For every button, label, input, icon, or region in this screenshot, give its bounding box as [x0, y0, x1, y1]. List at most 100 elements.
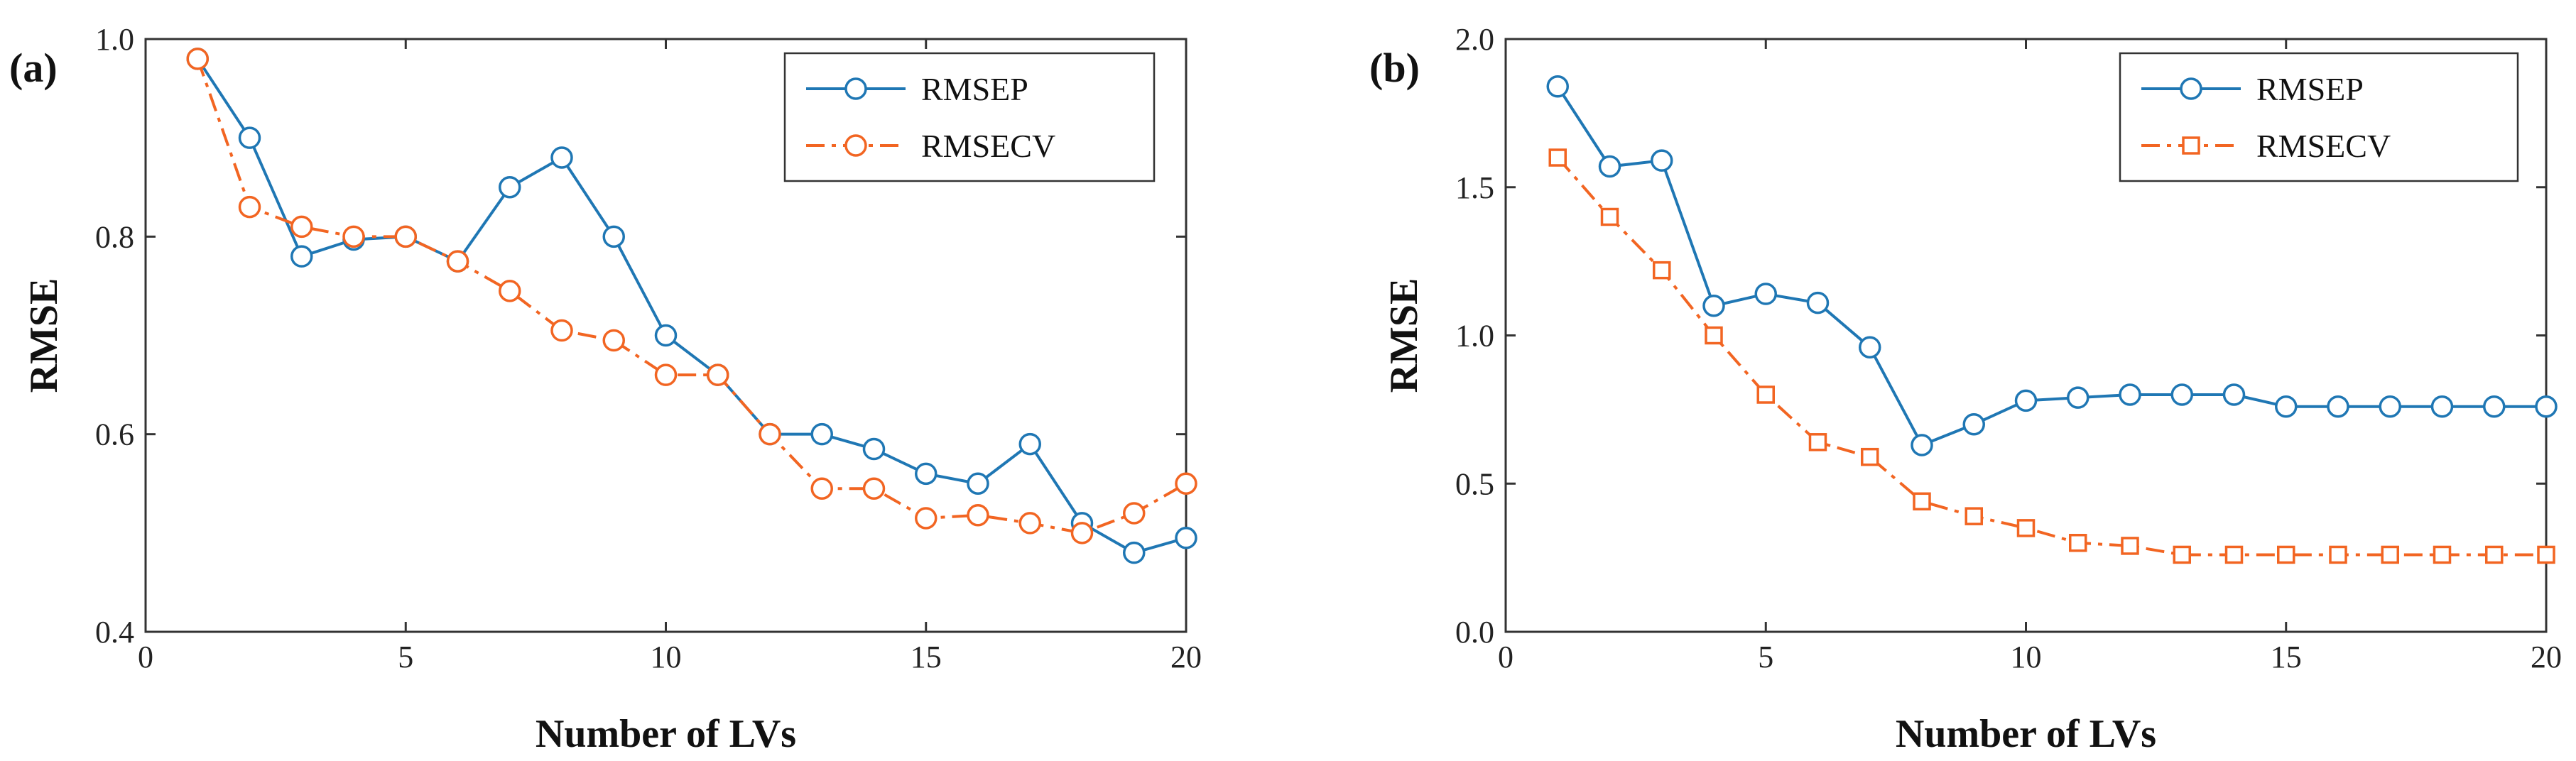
chart-b-series-rmsecv-point — [1705, 326, 1723, 345]
chart-a-series-rmsecv-point — [394, 225, 417, 248]
chart-b-series-rmsecv-point — [2121, 537, 2139, 555]
chart-b-series-rmsep-point — [2014, 389, 2038, 412]
chart-a-series-rmsecv — [186, 48, 1197, 544]
chart-a-series-rmsep-point — [654, 324, 678, 347]
chart-b-series-rmsecv-point — [1861, 447, 1879, 466]
chart-a-series-rmsep-point — [967, 472, 989, 495]
chart-a-series-rmsecv-point — [1018, 512, 1041, 535]
chart-a-series-rmsecv-point — [707, 363, 729, 386]
chart-b-series-rmsep-point — [2430, 395, 2454, 418]
chart-b-series-rmsep-point — [1754, 283, 1777, 305]
chart-b-series-rmsep-point — [2379, 395, 2401, 418]
chart-b-series-rmsep-point — [2222, 383, 2246, 406]
chart-b-xlabel: Number of LVs — [1896, 712, 2156, 756]
chart-b-xtick-label: 5 — [1758, 640, 1773, 674]
chart-a-series-rmsecv-point — [1123, 502, 1146, 525]
chart-b-series-rmsep-point — [1806, 291, 1830, 314]
chart-b: 0 5 10 15 20 0.0 0.5 1.0 1.5 2.0 Number of LVs RMSE… — [1369, 22, 2562, 756]
chart-a-series-rmsecv-point — [967, 504, 989, 527]
chart-a-series-rmsecv-point — [810, 477, 833, 500]
chart-a-series-rmsep-point — [602, 225, 625, 248]
chart-b-series-rmsep-point — [2535, 395, 2558, 418]
chart-b-legend-marker-rmsep — [2180, 77, 2202, 100]
chart-b-series-rmsep-point — [1651, 149, 1673, 172]
chart-b-ytick-label: 1.5 — [1455, 170, 1494, 205]
chart-b-series-rmsecv-point — [2016, 519, 2036, 537]
chart-b-series-rmsecv-point — [1756, 385, 1775, 404]
chart-b-series-rmsecv-point — [2069, 534, 2087, 552]
chart-b-ytick-label: 2.0 — [1455, 22, 1494, 57]
chart-b-series-rmsep-point — [2483, 395, 2506, 418]
chart-b-series-rmsep — [1546, 75, 2558, 456]
chart-b-series-rmsecv-point — [1808, 433, 1827, 451]
chart-a-xtick-label: 5 — [398, 640, 413, 674]
chart-b-ylabel: RMSE — [1382, 278, 1426, 393]
chart-a-legend-marker-rmsecv — [844, 134, 867, 157]
chart-a-ytick-label: 0.4 — [95, 615, 134, 650]
chart-b-series-rmsep-point — [1702, 295, 1725, 317]
chart-b-series-rmsep-point — [2119, 383, 2141, 406]
chart-a-series-rmsecv-point — [550, 319, 573, 342]
chart-a-legend-label-rmsep: RMSEP — [921, 71, 1028, 107]
chart-a-series-rmsep-point — [290, 245, 313, 268]
chart-b-series-rmsecv — [1548, 148, 2555, 564]
chart-a-ylabel: RMSE — [22, 278, 66, 393]
chart-a-series-rmsep-point — [1123, 541, 1146, 564]
chart-a-ytick-label: 0.8 — [95, 219, 134, 254]
chart-b-series-rmsep-point — [2327, 395, 2349, 418]
chart-a-panel-label: (a) — [9, 45, 58, 91]
chart-a-series-rmsecv-point — [1175, 472, 1197, 495]
chart-a-xlabel: Number of LVs — [536, 712, 796, 756]
chart-b-legend-label-rmsecv: RMSECV — [2256, 128, 2391, 164]
chart-a-series-rmsecv-point — [602, 329, 625, 352]
chart-a-legend: RMSEP RMSECV — [783, 52, 1156, 182]
chart-a-series-rmsecv-point — [915, 507, 938, 530]
chart-b-panel-label: (b) — [1369, 45, 1420, 91]
chart-b-legend: RMSEP RMSECV — [2119, 52, 2519, 182]
chart-b-series-rmsecv-point — [1600, 207, 1619, 226]
chart-a-xtick-label: 15 — [911, 640, 942, 674]
chart-a-series-rmsecv-point — [446, 250, 469, 273]
chart-b-ytick-label: 1.0 — [1455, 319, 1494, 354]
chart-a-series-rmsecv-point — [342, 225, 365, 248]
chart-a-series-rmsecv-point — [1070, 522, 1094, 544]
chart-a-xtick-label: 20 — [1170, 640, 1202, 674]
chart-a-ytick-label: 1.0 — [95, 22, 134, 57]
chart-b-series-rmsecv-point — [2537, 545, 2555, 564]
chart-a-series-rmsep-point — [238, 126, 261, 149]
chart-b-series-rmsecv-point — [1964, 507, 1983, 525]
chart-a-legend-box — [783, 52, 1156, 182]
chart-b-series-rmsecv-point — [1913, 492, 1931, 511]
chart-a-ytick-label: 0.6 — [95, 417, 134, 452]
chart-b-series-rmsecv-point — [2329, 545, 2347, 564]
chart-a-series-rmsecv-point — [499, 280, 521, 302]
chart-b-series-rmsep-point — [1859, 336, 1881, 358]
chart-b-series-rmsecv-point — [2433, 545, 2452, 564]
chart-b-xtick-label: 0 — [1498, 640, 1513, 674]
chart-b-series-rmsecv-point — [2485, 545, 2504, 564]
chart-a-series-rmsecv-point — [654, 363, 678, 386]
chart-a-series-rmsep-point — [550, 146, 573, 169]
chart-a-xtick-label: 10 — [651, 640, 682, 674]
chart-b-series-rmsecv-point — [2224, 545, 2244, 564]
chart-a-series-rmsecv-point — [759, 422, 781, 446]
chart-b-legend-label-rmsep: RMSEP — [2256, 71, 2364, 107]
chart-a-series-rmsecv-point — [186, 48, 209, 70]
chart-b-series-rmsep-point — [1546, 75, 1569, 98]
chart-b-series-rmsep-point — [2067, 386, 2089, 409]
chart-b-series-rmsecv-point — [2277, 545, 2295, 564]
chart-a-series-rmsep-point — [810, 422, 833, 446]
chart-b-series-rmsecv-point — [2381, 545, 2399, 564]
chart-a-series-rmsep-point — [862, 437, 886, 461]
chart-a-series-rmsecv-point — [238, 195, 261, 219]
chart-b-series-rmsep-point — [1962, 413, 1985, 436]
chart-b-xtick-label: 20 — [2531, 640, 2562, 674]
chart-b-series-rmsecv-point — [2173, 545, 2191, 564]
chart-a-series-rmsep-point — [1018, 432, 1041, 456]
chart-a-series-rmsecv-point — [862, 477, 886, 500]
chart-b-xtick-label: 15 — [2271, 640, 2302, 674]
chart-b-ytick-label: 0.5 — [1455, 466, 1494, 501]
chart-b-series-rmsecv-line — [1556, 156, 2546, 557]
chart-b-series-rmsecv-point — [1653, 261, 1671, 280]
